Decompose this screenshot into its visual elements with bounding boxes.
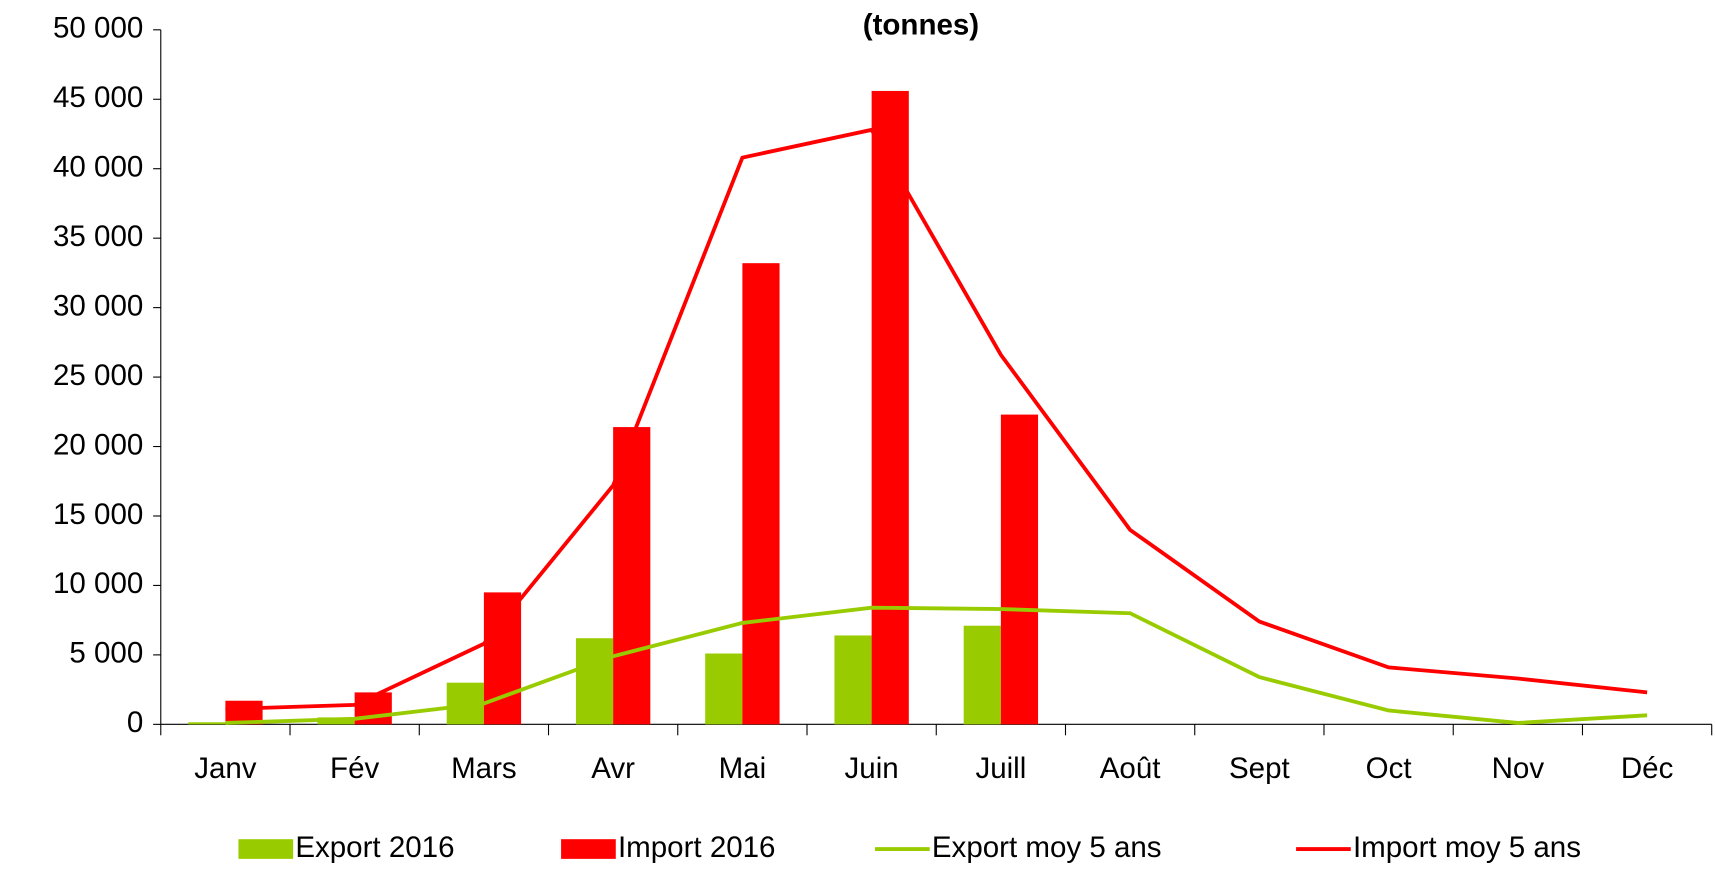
bar <box>871 90 909 725</box>
y-tick-label: 30 000 <box>53 289 143 322</box>
y-tick-label: 0 <box>127 706 143 739</box>
legend-swatch <box>561 839 616 859</box>
chart-title: (tonnes) <box>863 8 979 41</box>
legend-label: Export moy 5 ans <box>932 831 1162 864</box>
x-tick-label: Sept <box>1229 752 1290 785</box>
line <box>225 605 1648 725</box>
legend-label: Import 2016 <box>618 831 776 864</box>
x-tick-label: Juill <box>975 752 1026 785</box>
x-tick-label: Nov <box>1492 752 1545 785</box>
y-tick-label: 20 000 <box>53 428 143 461</box>
bar <box>188 722 226 725</box>
x-tick-label: Mars <box>451 752 517 785</box>
y-tick-label: 40 000 <box>53 151 143 184</box>
y-tick-label: 15 000 <box>53 498 143 531</box>
y-tick-label: 10 000 <box>53 567 143 600</box>
line <box>225 127 1648 711</box>
bar <box>483 592 522 725</box>
bar <box>705 653 743 725</box>
legend-label: Export 2016 <box>295 831 454 864</box>
x-tick-label: Fév <box>330 752 379 785</box>
y-tick-label: 35 000 <box>53 220 143 253</box>
x-tick-label: Juin <box>845 752 899 785</box>
y-tick-label: 50 000 <box>53 12 143 45</box>
x-tick-label: Mai <box>719 752 767 785</box>
bar <box>963 625 1001 725</box>
bar <box>742 263 780 725</box>
x-tick-label: Janv <box>194 752 257 785</box>
x-tick-label: Août <box>1100 752 1161 785</box>
x-tick-label: Avr <box>591 752 635 785</box>
legend-label: Import moy 5 ans <box>1353 831 1581 864</box>
bar <box>613 427 651 725</box>
bar <box>834 635 872 725</box>
bar <box>575 638 614 725</box>
y-tick-label: 25 000 <box>53 359 143 392</box>
bar <box>1000 414 1039 725</box>
y-tick-label: 5 000 <box>69 637 143 670</box>
x-tick-label: Déc <box>1621 752 1674 785</box>
legend-swatch <box>238 839 294 859</box>
y-tick-label: 45 000 <box>53 81 143 114</box>
x-tick-label: Oct <box>1366 752 1412 785</box>
